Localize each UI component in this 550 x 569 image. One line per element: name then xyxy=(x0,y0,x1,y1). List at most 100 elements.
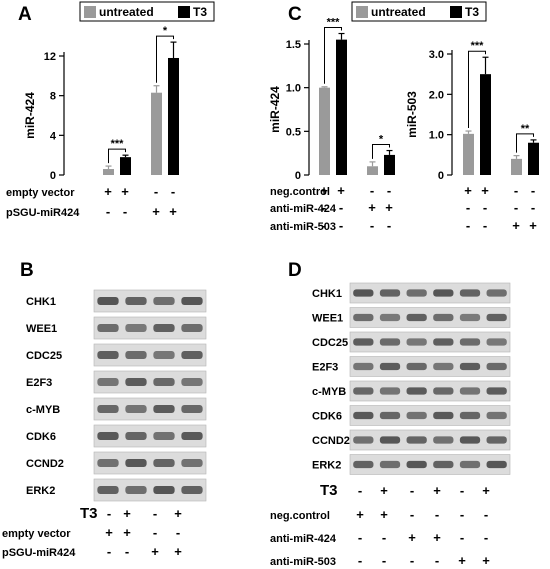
blot-protein-label: c-MYB xyxy=(312,386,346,398)
significance-stars: *** xyxy=(471,40,485,52)
blot-t3-sign: + xyxy=(380,483,388,498)
blot-band xyxy=(433,362,454,371)
blot-strip xyxy=(93,397,207,421)
condition-sign: - xyxy=(466,200,470,215)
legend-a-swatch-untreated xyxy=(84,6,96,18)
blot-strip xyxy=(349,356,511,377)
blot-protein-label: E2F3 xyxy=(26,377,52,389)
blot-band xyxy=(459,313,481,322)
blot-condition-sign: - xyxy=(435,553,439,568)
blot-band xyxy=(433,411,454,420)
blot-band xyxy=(486,313,507,322)
blot-band xyxy=(153,486,175,494)
blot-band xyxy=(379,313,401,322)
blot-band xyxy=(406,313,427,322)
blot-band xyxy=(181,432,203,440)
blot-band xyxy=(181,324,203,332)
blot-band xyxy=(379,289,401,297)
blot-band xyxy=(181,351,203,359)
condition-label: anti-miR-424 xyxy=(270,203,337,215)
blot-band xyxy=(153,351,175,359)
blot-protein-label: ERK2 xyxy=(312,460,341,472)
blot-band xyxy=(125,459,147,467)
blot-t3-sign: - xyxy=(358,483,362,498)
blot-protein-label: c-MYB xyxy=(26,404,60,416)
condition-sign: + xyxy=(512,218,520,233)
blot-band xyxy=(153,432,175,440)
blot-protein-label: CDC25 xyxy=(312,337,348,349)
blot-band xyxy=(486,387,507,395)
blot-band xyxy=(406,460,427,469)
significance-bracket xyxy=(516,133,534,153)
panel-label-c: C xyxy=(288,4,302,25)
blot-band xyxy=(433,436,454,444)
blot-condition-sign: + xyxy=(482,553,490,568)
significance-stars: *** xyxy=(327,17,341,29)
blot-band xyxy=(406,289,427,297)
blot-band xyxy=(97,432,119,440)
panel-label-b: B xyxy=(20,260,34,281)
bar-untreated-1 xyxy=(319,87,330,175)
condition-sign: - xyxy=(387,218,391,233)
blot-condition-sign: - xyxy=(176,525,180,540)
condition-sign: + xyxy=(481,183,489,198)
y-tick-label: 4 xyxy=(50,130,57,142)
significance-bracket xyxy=(468,50,486,129)
blot-condition-sign: - xyxy=(460,530,464,545)
blot-band xyxy=(459,338,481,346)
blot-band xyxy=(97,405,119,413)
blot-band xyxy=(406,362,427,371)
condition-sign: + xyxy=(320,183,328,198)
blot-strip xyxy=(93,289,207,313)
condition-sign: + xyxy=(169,204,177,219)
y-tick-label: 0 xyxy=(50,170,56,182)
bar-t3-2 xyxy=(168,57,179,175)
blot-band xyxy=(353,362,374,371)
condition-sign: - xyxy=(483,218,487,233)
bar-untreated-1 xyxy=(103,169,114,175)
blot-band xyxy=(353,313,374,322)
bar-t3-1 xyxy=(336,39,347,176)
blot-strip xyxy=(349,307,511,328)
blot-protein-label: CCND2 xyxy=(312,435,350,447)
blot-condition-label: pSGU-miR424 xyxy=(2,547,76,559)
blot-band xyxy=(125,324,147,332)
condition-sign: - xyxy=(531,183,535,198)
blot-condition-sign: + xyxy=(380,507,388,522)
blot-band xyxy=(459,387,481,395)
blot-band xyxy=(486,411,507,420)
condition-sign: - xyxy=(370,218,374,233)
blot-strip xyxy=(93,370,207,394)
blot-condition-sign: + xyxy=(105,525,113,540)
y-tick-label: 1.0 xyxy=(429,130,444,142)
y-axis-label: miR-503 xyxy=(405,91,419,138)
y-tick-label: 0.5 xyxy=(286,126,301,138)
blot-condition-sign: + xyxy=(408,530,416,545)
blot-band xyxy=(153,459,175,467)
y-tick-label: 3.0 xyxy=(429,49,444,61)
condition-sign: - xyxy=(483,200,487,215)
condition-sign: - xyxy=(370,183,374,198)
condition-sign: - xyxy=(531,200,535,215)
blot-band xyxy=(433,338,454,346)
blot-strip xyxy=(93,478,207,502)
blot-condition-sign: + xyxy=(151,544,159,559)
blot-band xyxy=(353,338,374,346)
blot-protein-label: WEE1 xyxy=(26,323,57,335)
blot-band xyxy=(406,338,427,346)
blot-band xyxy=(406,411,427,420)
blot-band xyxy=(97,486,119,494)
blot-protein-label: CDK6 xyxy=(312,411,342,423)
blot-band xyxy=(353,436,374,444)
blot-band xyxy=(125,351,147,359)
blot-band xyxy=(486,436,507,444)
condition-sign: - xyxy=(123,204,127,219)
blot-band xyxy=(433,289,454,297)
blot-band xyxy=(459,460,481,469)
y-axis-label: miR-424 xyxy=(23,92,37,139)
significance-bracket xyxy=(156,35,174,83)
blot-band xyxy=(486,362,507,371)
blot-band xyxy=(459,436,481,444)
blot-condition-label: neg.control xyxy=(270,510,330,522)
blot-band xyxy=(97,297,119,305)
